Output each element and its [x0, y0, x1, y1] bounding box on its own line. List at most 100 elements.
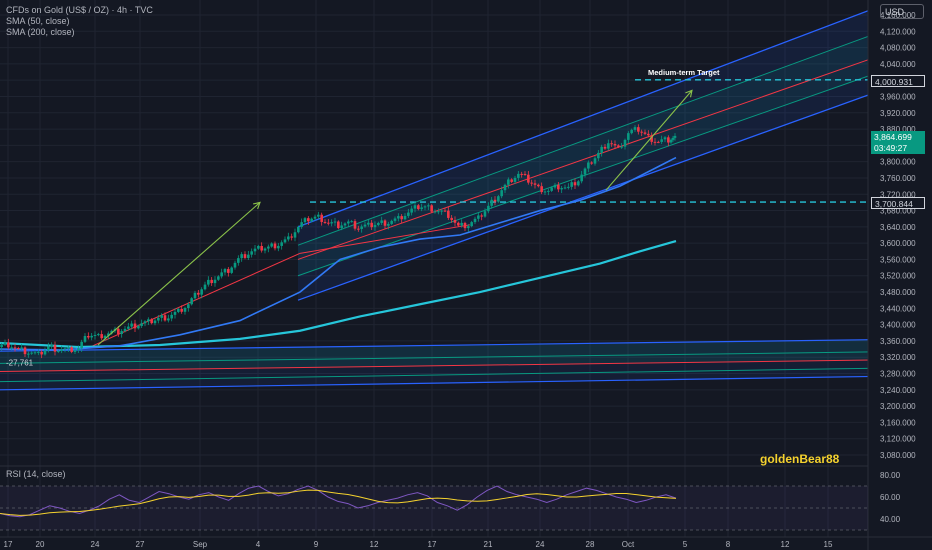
candle-body — [503, 184, 507, 191]
candle-body — [320, 214, 323, 222]
candle-body — [293, 232, 297, 238]
candle-body — [523, 173, 527, 175]
candle-body — [657, 141, 660, 143]
candle-body — [247, 254, 250, 258]
target-annotation: Medium-term Target — [648, 68, 720, 77]
currency-button[interactable]: USD — [880, 4, 924, 19]
candle-body — [147, 319, 150, 322]
candle-body — [140, 323, 143, 326]
candle-body — [163, 315, 167, 321]
candle-body — [70, 347, 73, 352]
candle-body — [669, 139, 673, 143]
candle-body — [597, 152, 600, 159]
candle-body — [513, 177, 517, 182]
candle-body — [413, 205, 417, 209]
price-tick-label: 3,880.000 — [880, 125, 916, 134]
candle-body — [403, 215, 407, 220]
projection-arrow-1 — [97, 201, 261, 346]
candle-body — [557, 184, 560, 190]
candle-body — [407, 212, 410, 216]
candle-body — [340, 225, 343, 229]
candle-body — [673, 135, 677, 138]
price-tick-label: 3,360.000 — [880, 337, 916, 346]
sma50-legend[interactable]: SMA (50, close) — [6, 16, 70, 26]
candle-body — [283, 239, 287, 243]
rsi-ma-line — [0, 489, 677, 516]
candle-body — [671, 137, 675, 140]
time-tick-label: 20 — [36, 540, 45, 549]
candle-body — [213, 279, 217, 284]
time-tick-label: 4 — [256, 540, 261, 549]
candle-body — [37, 351, 40, 353]
candle-body — [363, 224, 367, 227]
price-tick-label: 3,240.000 — [880, 386, 916, 395]
candle-body — [217, 276, 220, 280]
candle-body — [67, 347, 70, 349]
sma200-legend[interactable]: SMA (200, close) — [6, 27, 75, 37]
candle-body — [263, 248, 267, 251]
candle-body — [40, 351, 43, 355]
candle-body — [497, 196, 500, 202]
price-tick-label: 3,400.000 — [880, 321, 916, 330]
candle-body — [313, 216, 317, 219]
candle-body — [47, 346, 50, 351]
candle-body — [580, 174, 583, 182]
base-channel-fill — [0, 338, 932, 390]
price-tick-label: 4,160.000 — [880, 11, 916, 20]
candle-body — [453, 220, 457, 223]
time-tick-label: 17 — [428, 540, 437, 549]
projection-arrow-2-head — [685, 89, 693, 98]
candle-body — [267, 246, 270, 249]
candle-body — [150, 319, 153, 324]
candle-body — [107, 333, 110, 336]
candle-body — [633, 127, 637, 130]
candle-body — [180, 308, 183, 312]
sma50-line — [0, 156, 677, 351]
candle-body — [273, 243, 277, 249]
candle-body — [483, 211, 487, 217]
candle-body — [257, 246, 260, 249]
candle-body — [573, 182, 577, 186]
candle-body — [627, 133, 630, 140]
candle-body — [80, 341, 83, 349]
candle-body — [380, 220, 383, 223]
candle-body — [143, 321, 147, 324]
rsi-legend[interactable]: RSI (14, close) — [6, 469, 66, 479]
price-tick-label: 3,200.000 — [880, 402, 916, 411]
candle-body — [450, 217, 453, 221]
candle-body — [347, 221, 350, 224]
candle-body — [110, 330, 113, 334]
candle-body — [260, 246, 263, 251]
candle-body — [13, 347, 17, 349]
candle-body — [427, 205, 430, 207]
candle-body — [330, 222, 333, 224]
candle-body — [33, 352, 37, 354]
candle-body — [477, 215, 480, 219]
candle-body — [527, 174, 530, 183]
time-tick-label: 17 — [4, 540, 13, 549]
candle-body — [620, 146, 623, 148]
candle-body — [333, 221, 337, 223]
candle-body — [230, 267, 233, 273]
symbol-title[interactable]: CFDs on Gold (US$ / OZ) · 4h · TVC — [6, 5, 153, 15]
time-tick-label: 12 — [370, 540, 379, 549]
candle-body — [173, 311, 177, 315]
candle-body — [510, 179, 513, 182]
candle-body — [457, 222, 460, 226]
candle-body — [607, 143, 610, 149]
candle-body — [297, 226, 300, 233]
candle-body — [77, 348, 80, 351]
candle-body — [120, 331, 123, 334]
candle-body — [600, 146, 603, 153]
candle-body — [440, 210, 443, 212]
candle-body — [190, 298, 193, 305]
candle-body — [63, 348, 67, 350]
price-tick-label: 3,160.000 — [880, 418, 916, 427]
price-tick-label: 3,440.000 — [880, 304, 916, 313]
candle-body — [197, 292, 200, 295]
candle-body — [253, 248, 257, 252]
candle-body — [517, 173, 520, 178]
candle-body — [83, 336, 87, 342]
price-tick-label: 3,480.000 — [880, 288, 916, 297]
